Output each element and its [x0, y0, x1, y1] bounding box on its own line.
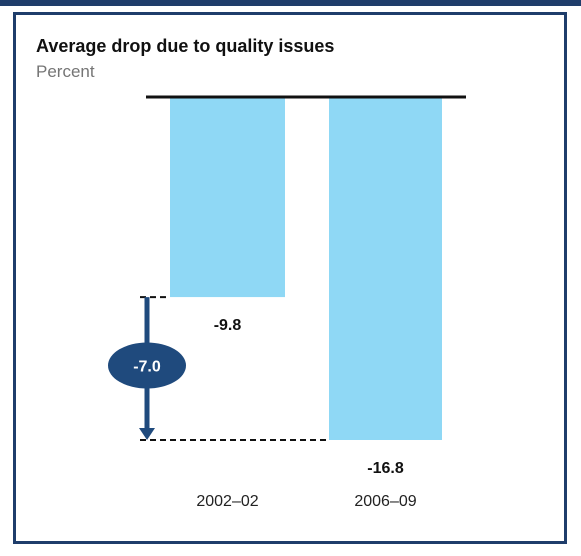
- x-tick-label-2002-02: 2002–02: [196, 493, 258, 510]
- top-accent-bar: [0, 0, 581, 6]
- chart-frame: [13, 12, 567, 544]
- x-tick-label-2006-09: 2006–09: [354, 493, 416, 510]
- chart-title: Average drop due to quality issues: [36, 36, 335, 56]
- difference-arrowhead-icon: [139, 428, 155, 440]
- difference-badge: [108, 342, 186, 389]
- chart-subtitle: Percent: [36, 62, 95, 81]
- bar-2006-09: [329, 98, 442, 440]
- difference-label: -7.0: [133, 359, 161, 376]
- data-label-2002-02: -9.8: [214, 317, 242, 334]
- bar-2002-02: [170, 98, 285, 298]
- data-label-2006-09: -16.8: [367, 460, 404, 477]
